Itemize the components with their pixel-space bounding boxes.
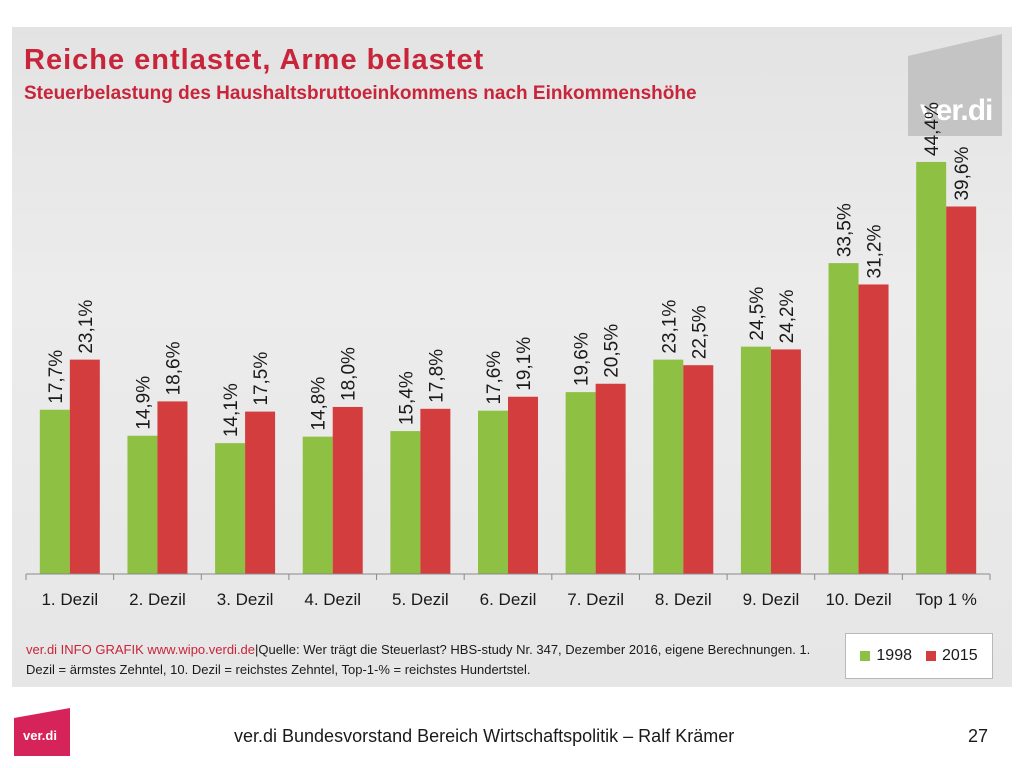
value-label-2015: 23,1% xyxy=(76,300,97,354)
legend-item-2015: 2015 xyxy=(926,647,978,665)
bar-2015 xyxy=(683,365,714,574)
value-label-1998: 24,5% xyxy=(747,287,768,341)
bar-2015 xyxy=(332,406,363,574)
value-label-1998: 23,1% xyxy=(659,300,680,354)
value-labels: 17,7% 23,1% 14,9% 18,6% 14,1% 17,5% 14,8% 18,0%… xyxy=(46,102,973,437)
bar-1998 xyxy=(390,431,421,574)
value-label-1998: 44,4% xyxy=(922,102,943,156)
bar-1998 xyxy=(215,443,246,574)
bar-2015 xyxy=(508,396,538,574)
source-quelle: Quelle: xyxy=(258,642,300,657)
slide-subtitle: Steuerbelastung des Haushaltsbruttoeinko… xyxy=(24,83,697,104)
category-labels: 1. Dezil 2. Dezil 3. Dezil 4. Dezil 5. Dezil… xyxy=(41,590,976,609)
value-label-2015: 24,2% xyxy=(777,289,798,343)
source-prefix: ver.di INFO GRAFIK www.wipo.verdi.de xyxy=(26,642,256,657)
category-label: 3. Dezil xyxy=(217,590,274,609)
category-label: 7. Dezil xyxy=(567,590,624,609)
legend-label-1998: 1998 xyxy=(876,647,912,664)
bar-1998 xyxy=(916,161,947,574)
bar-2015 xyxy=(946,206,977,574)
value-label-2015: 22,5% xyxy=(689,305,710,359)
bar-1998 xyxy=(740,346,771,574)
bar-chart: 1. Dezil 2. Dezil 3. Dezil 4. Dezil 5. Dezil… xyxy=(25,102,991,609)
legend-swatch-2015 xyxy=(926,651,936,661)
bar-2015 xyxy=(69,359,100,574)
legend-swatch-1998 xyxy=(860,651,871,661)
bar-2015 xyxy=(595,383,626,574)
bar-2015 xyxy=(245,411,276,574)
category-label: 1. Dezil xyxy=(41,590,98,609)
x-axis-ticks xyxy=(25,574,991,580)
footer-text: ver.di Bundesvorstand Bereich Wirtschaft… xyxy=(234,726,735,746)
source-note: ver.di INFO GRAFIK www.wipo.verdi.de|Que… xyxy=(26,640,836,680)
category-label: 4. Dezil xyxy=(304,590,361,609)
value-label-1998: 19,6% xyxy=(572,332,593,386)
category-label: 2. Dezil xyxy=(129,590,186,609)
bar-1998 xyxy=(653,359,684,574)
value-label-2015: 17,8% xyxy=(426,349,447,403)
value-label-2015: 19,1% xyxy=(514,337,535,391)
source-separator: | xyxy=(255,642,259,657)
bar-2015 xyxy=(420,408,451,574)
legend-item-1998: 1998 xyxy=(860,647,912,665)
value-label-1998: 17,7% xyxy=(46,350,67,404)
value-label-1998: 15,4% xyxy=(396,371,417,425)
value-label-2015: 17,5% xyxy=(251,352,272,406)
bar-1998 xyxy=(39,409,70,574)
bar-1998 xyxy=(478,410,508,574)
category-label: 9. Dezil xyxy=(743,590,800,609)
value-label-2015: 31,2% xyxy=(865,224,886,278)
chart-legend: 1998 2015 xyxy=(845,633,993,679)
value-label-1998: 14,1% xyxy=(221,383,242,437)
bar-group xyxy=(39,161,977,574)
logo-small-text: ver.di xyxy=(23,728,57,743)
bar-1998 xyxy=(565,392,596,574)
bar-1998 xyxy=(828,263,859,574)
value-label-2015: 18,6% xyxy=(163,341,184,395)
bar-2015 xyxy=(770,349,801,574)
bar-1998 xyxy=(127,435,158,574)
value-label-1998: 14,9% xyxy=(133,376,154,430)
logo-shape xyxy=(908,34,1002,136)
legend-label-2015: 2015 xyxy=(942,647,978,664)
source-text: Wer trägt die Steuerlast? HBS-study Nr. … xyxy=(26,642,811,677)
value-label-2015: 39,6% xyxy=(952,147,973,201)
bar-2015 xyxy=(858,284,889,574)
value-label-2015: 20,5% xyxy=(602,324,623,378)
value-label-2015: 18,0% xyxy=(339,347,360,401)
value-label-1998: 17,6% xyxy=(484,351,505,405)
logo-small-shape xyxy=(14,708,70,756)
category-label: 6. Dezil xyxy=(480,590,537,609)
verdi-logo: ver.di xyxy=(908,34,1002,136)
value-label-1998: 14,8% xyxy=(309,377,330,431)
logo-text: ver.di xyxy=(920,94,993,127)
page-number: 27 xyxy=(968,726,989,746)
bar-2015 xyxy=(157,401,188,574)
category-label: 5. Dezil xyxy=(392,590,449,609)
category-label: 10. Dezil xyxy=(825,590,891,609)
category-label: Top 1 % xyxy=(915,590,976,609)
slide-title: Reiche entlastet, Arme belastet xyxy=(24,44,485,76)
category-label: 8. Dezil xyxy=(655,590,712,609)
bar-1998 xyxy=(302,436,333,574)
verdi-logo-small: ver.di xyxy=(14,708,70,756)
value-label-1998: 33,5% xyxy=(835,203,856,257)
